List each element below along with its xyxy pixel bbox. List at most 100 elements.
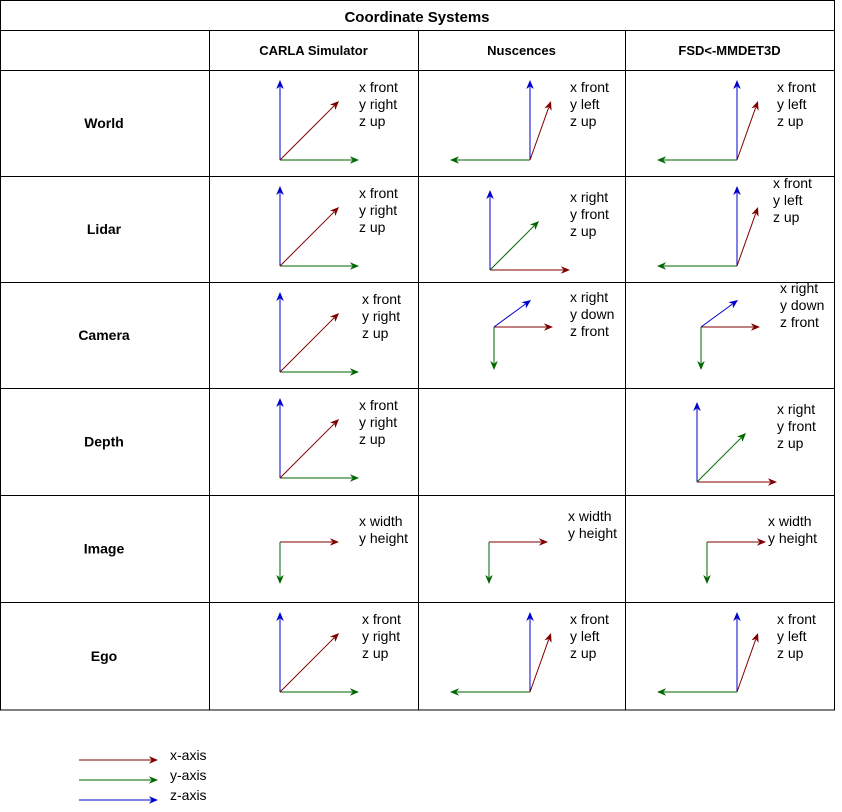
y-axis-arrow	[280, 474, 359, 482]
x-axis-arrow	[279, 101, 339, 161]
x-axis-arrow	[280, 538, 339, 546]
row-headers: World Lidar Camera Depth Image Ego	[78, 115, 130, 664]
z-axis-arrow	[700, 300, 738, 328]
axis-label: y left	[777, 628, 807, 644]
legend-item-z: z-axis	[79, 787, 207, 804]
axis-label: x front	[777, 79, 816, 95]
axis-label: x width	[359, 513, 403, 529]
x-axis-arrow	[279, 313, 339, 373]
axis-label: x width	[568, 508, 612, 524]
axis-label: z up	[777, 435, 804, 451]
axis-label: y height	[568, 525, 617, 541]
axis-label: x front	[777, 611, 816, 627]
table-border	[0, 0, 835, 711]
axis-label: x right	[570, 289, 608, 305]
axis-label: z up	[777, 645, 804, 661]
z-axis-arrow	[693, 402, 701, 482]
axis-label: y down	[570, 306, 614, 322]
y-axis-arrow	[657, 262, 737, 270]
legend-label-z: z-axis	[170, 787, 207, 803]
axis-label: z up	[570, 113, 597, 129]
x-axis-arrow	[279, 419, 339, 479]
axis-label: y height	[359, 530, 408, 546]
y-axis-arrow	[276, 542, 284, 584]
axis-label: y front	[777, 418, 816, 434]
x-axis-arrow	[279, 207, 339, 267]
x-axis-arrow	[697, 478, 777, 486]
axis-label: y right	[362, 308, 400, 324]
legend-arrow-y	[79, 776, 158, 784]
z-axis-arrow	[486, 190, 494, 270]
axis-label: y left	[570, 96, 600, 112]
axis-label: x front	[359, 185, 398, 201]
legend-arrow-z	[79, 796, 158, 804]
axis-label: x front	[773, 175, 812, 191]
z-axis-arrow	[733, 186, 741, 266]
x-axis-arrow	[279, 633, 339, 693]
axis-label: y height	[768, 530, 817, 546]
x-axis-arrow	[736, 101, 759, 161]
row-header-camera: Camera	[78, 327, 130, 343]
column-header-carla-simulator: CARLA Simulator	[259, 43, 368, 58]
axis-label: x front	[362, 611, 401, 627]
z-axis-arrow	[276, 292, 284, 372]
legend-arrow-x	[79, 756, 158, 764]
x-axis-arrow	[529, 101, 552, 161]
table-title: Coordinate Systems	[344, 9, 489, 26]
x-axis-arrow	[736, 207, 759, 267]
axis-label: y down	[780, 297, 824, 313]
axis-label: x right	[780, 280, 818, 296]
legend-item-x: x-axis	[79, 747, 207, 764]
axis-label: z up	[773, 209, 800, 225]
axis-label: y right	[362, 628, 400, 644]
axis-label: z up	[362, 645, 389, 661]
legend-item-y: y-axis	[79, 767, 207, 784]
column-headers: CARLA Simulator Nuscences FSD<-MMDET3D	[259, 43, 780, 58]
x-axis-arrow	[490, 266, 570, 274]
y-axis-arrow	[703, 542, 711, 584]
x-axis-arrow	[707, 538, 766, 546]
z-axis-arrow	[526, 612, 534, 692]
y-axis-arrow	[696, 433, 746, 483]
column-header-fsd-mmdet3d: FSD<-MMDET3D	[678, 43, 780, 58]
z-axis-arrow	[276, 186, 284, 266]
y-axis-arrow	[450, 688, 530, 696]
axis-label: x right	[777, 401, 815, 417]
column-header-nuscences: Nuscences	[487, 43, 556, 58]
axis-label: x width	[768, 513, 812, 529]
z-axis-arrow	[733, 80, 741, 160]
legend-label-x: x-axis	[170, 747, 207, 763]
z-axis-arrow	[493, 300, 531, 328]
axis-label: x front	[359, 397, 398, 413]
row-header-world: World	[84, 115, 123, 131]
legend-label-y: y-axis	[170, 767, 207, 783]
y-axis-arrow	[489, 221, 539, 271]
axis-label: y right	[359, 96, 397, 112]
x-axis-arrow	[736, 633, 759, 693]
axis-label: z up	[777, 113, 804, 129]
axis-label: y left	[570, 628, 600, 644]
y-axis-arrow	[697, 327, 705, 370]
axis-label: z up	[359, 431, 386, 447]
y-axis-arrow	[280, 688, 359, 696]
axis-label: z front	[780, 314, 819, 330]
x-axis-arrow	[494, 323, 553, 331]
axis-label: z up	[362, 325, 389, 341]
axis-label: z up	[359, 113, 386, 129]
axis-label: y right	[359, 202, 397, 218]
